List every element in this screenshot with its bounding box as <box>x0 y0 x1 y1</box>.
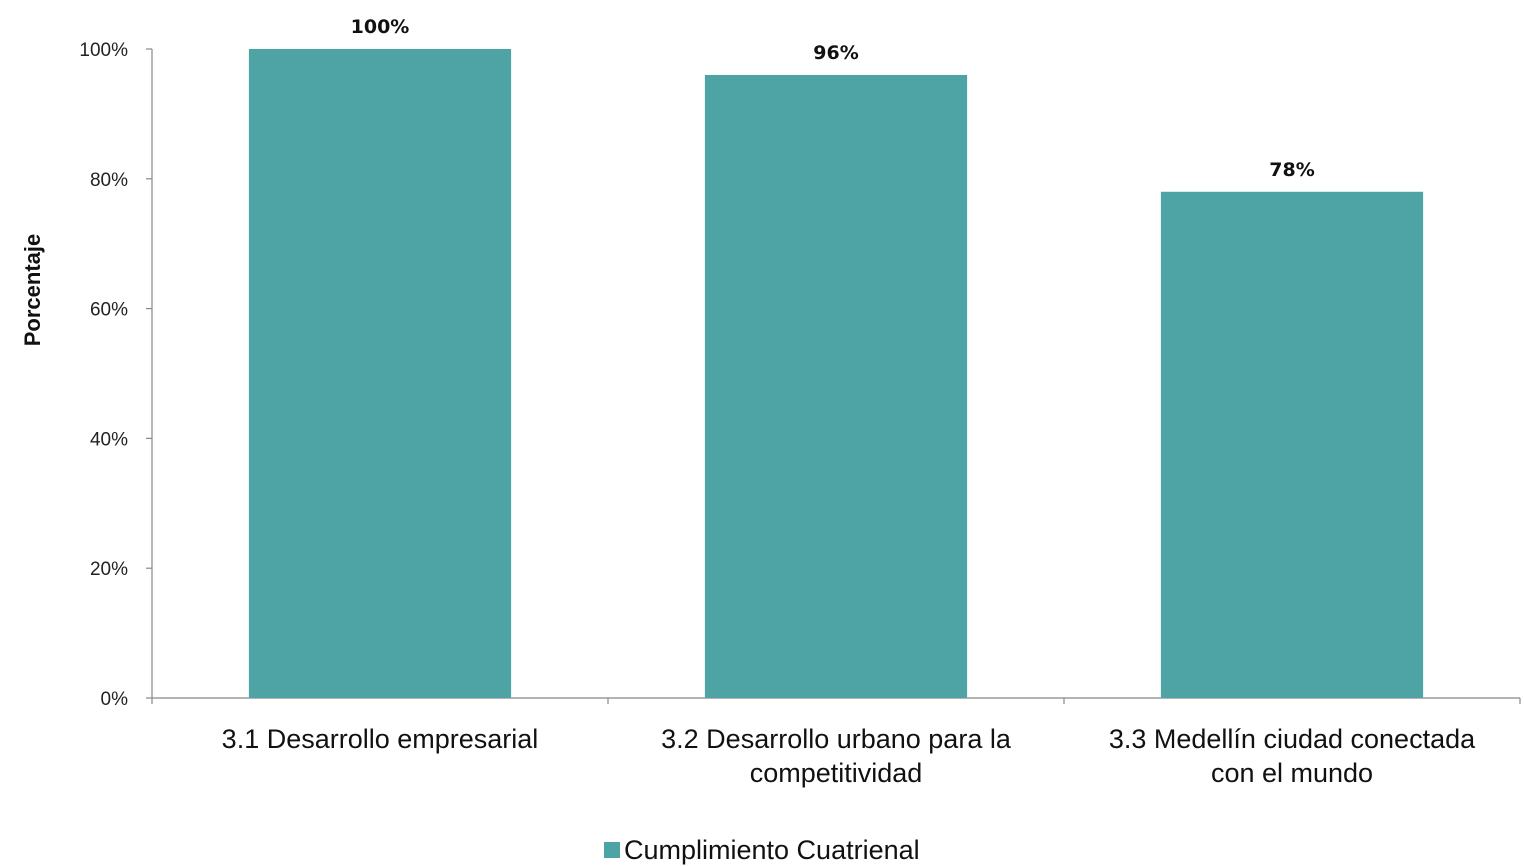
category-label: 3.2 Desarrollo urbano para la competitivi… <box>661 724 1012 788</box>
y-tick-label: 100% <box>79 40 128 61</box>
y-axis: 0% 20% 40% 60% 80% 100% <box>79 40 153 710</box>
bars <box>248 49 1424 698</box>
data-labels: 100% 96% 78% <box>351 16 1315 181</box>
data-label: 78% <box>1269 159 1314 181</box>
data-label: 96% <box>813 42 858 64</box>
x-axis <box>151 697 1521 704</box>
y-tick-label: 20% <box>90 559 128 580</box>
y-tick-label: 80% <box>90 170 128 191</box>
category-label: 3.1 Desarrollo empresarial <box>222 724 539 754</box>
legend-label: Cumplimiento Cuatrienal <box>624 835 920 865</box>
y-tick-label: 0% <box>101 689 129 710</box>
data-label: 100% <box>351 16 410 38</box>
category-labels: 3.1 Desarrollo empresarial 3.2 Desarrollo… <box>222 724 1476 788</box>
category-label: 3.3 Medellín ciudad conectada con el mund… <box>1109 724 1476 788</box>
legend-swatch <box>604 842 620 858</box>
bar <box>1160 191 1424 698</box>
y-tick-label: 40% <box>90 429 128 450</box>
legend: Cumplimiento Cuatrienal <box>604 835 920 865</box>
bar <box>704 74 968 698</box>
bar <box>248 49 512 698</box>
y-tick-label: 60% <box>90 300 128 321</box>
y-axis-title: Porcentaje <box>20 234 45 347</box>
